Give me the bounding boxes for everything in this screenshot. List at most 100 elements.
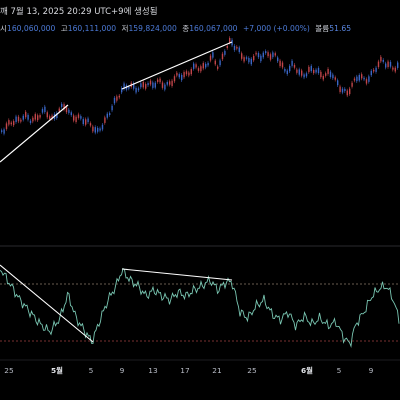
candle-body xyxy=(171,80,173,87)
candle-body xyxy=(257,53,260,58)
candle-body xyxy=(329,71,332,78)
candle-body xyxy=(236,46,238,49)
indicator-trendline-1[interactable] xyxy=(0,264,94,343)
candle-body xyxy=(368,76,370,82)
candle-body xyxy=(46,112,48,118)
volume-value: 51.65 xyxy=(329,24,352,33)
candle-body xyxy=(238,47,240,52)
candle-body xyxy=(293,64,296,68)
candle-body xyxy=(248,58,250,63)
candle-body xyxy=(365,79,368,84)
indicator-trendlines xyxy=(0,264,233,343)
indicator-trendline-2[interactable] xyxy=(121,268,233,281)
candle-body xyxy=(214,60,216,65)
candle-body xyxy=(190,69,192,75)
candle-body xyxy=(279,60,281,67)
candle-body xyxy=(207,62,209,66)
price-candles xyxy=(1,36,399,136)
price-trendline-1[interactable] xyxy=(0,104,69,163)
price-trendline-2[interactable] xyxy=(121,41,233,90)
time-tick-label: 21 xyxy=(212,366,222,375)
candle-body xyxy=(58,108,60,112)
candle-body xyxy=(77,114,80,118)
candle-body xyxy=(133,83,135,89)
candle-body xyxy=(121,87,123,93)
candle-body xyxy=(3,129,5,134)
candle-body xyxy=(99,128,101,131)
candle-body xyxy=(89,123,92,126)
candle-body xyxy=(315,69,317,73)
open-value: 160,060,000 xyxy=(7,24,56,33)
candle-body xyxy=(164,84,166,90)
time-tick-label: 13 xyxy=(148,366,158,375)
time-tick-label: 5 xyxy=(89,366,94,375)
candle-body xyxy=(243,57,245,62)
candle-body xyxy=(185,71,188,75)
candle-body xyxy=(245,57,248,59)
candle-body xyxy=(111,105,113,111)
low-value: 159,824,000 xyxy=(128,24,177,33)
time-tick-label: 25 xyxy=(4,366,14,375)
candle-body xyxy=(205,63,207,68)
candle-body xyxy=(373,69,375,72)
candle-body xyxy=(219,60,221,66)
candle-body xyxy=(308,66,310,73)
candle-body xyxy=(13,121,15,126)
candle-body xyxy=(92,126,94,132)
candle-body xyxy=(142,81,144,88)
chart-title: 깨 7월 13, 2025 20:29 UTC+9에 생성됨 xyxy=(0,7,158,17)
candle-body xyxy=(361,74,363,79)
candle-body xyxy=(17,116,20,122)
candle-body xyxy=(296,69,298,73)
candle-body xyxy=(183,72,185,78)
candle-body xyxy=(123,83,125,89)
candle-body xyxy=(8,120,10,125)
candle-body xyxy=(75,116,77,122)
candle-body xyxy=(101,124,104,130)
candle-body xyxy=(15,116,17,123)
candle-body xyxy=(389,61,392,67)
candle-body xyxy=(344,88,346,92)
candle-body xyxy=(392,67,394,70)
candle-body xyxy=(159,78,161,83)
open-label: 시 xyxy=(0,24,7,33)
candle-body xyxy=(351,82,353,87)
candle-body xyxy=(70,112,72,116)
candle-body xyxy=(325,73,327,76)
candle-body xyxy=(387,61,389,67)
candle-body xyxy=(135,87,137,93)
candle-body xyxy=(346,90,348,96)
candle-body xyxy=(339,86,341,92)
chart-header: 깨 7월 13, 2025 20:29 UTC+9에 생성됨 시160,060,… xyxy=(0,0,400,44)
volume-label: 볼륨 xyxy=(315,24,330,33)
candle-body xyxy=(65,106,68,113)
candle-body xyxy=(32,117,34,122)
time-tick-label: 25 xyxy=(247,366,257,375)
candle-body xyxy=(94,127,96,133)
time-tick-label: 6월 xyxy=(301,366,313,375)
candle-body xyxy=(274,53,276,56)
candle-body xyxy=(195,64,197,68)
candle-body xyxy=(20,119,22,122)
candle-body xyxy=(63,104,65,110)
candle-body xyxy=(370,70,372,76)
candle-body xyxy=(87,118,89,123)
candle-body xyxy=(394,67,396,72)
candle-body xyxy=(200,66,202,72)
candle-body xyxy=(85,119,87,125)
candle-body xyxy=(277,57,279,62)
candle-body xyxy=(128,86,130,89)
candle-body xyxy=(377,61,380,68)
candle-body xyxy=(97,127,99,132)
candle-body xyxy=(334,77,336,80)
candle-body xyxy=(25,111,27,118)
candle-body xyxy=(353,78,356,81)
candle-body xyxy=(181,74,183,81)
candle-body xyxy=(49,116,51,120)
candle-body xyxy=(217,66,219,69)
candle-body xyxy=(147,83,149,86)
candle-body xyxy=(224,50,226,55)
candle-body xyxy=(286,70,288,75)
candle-body xyxy=(241,53,243,59)
